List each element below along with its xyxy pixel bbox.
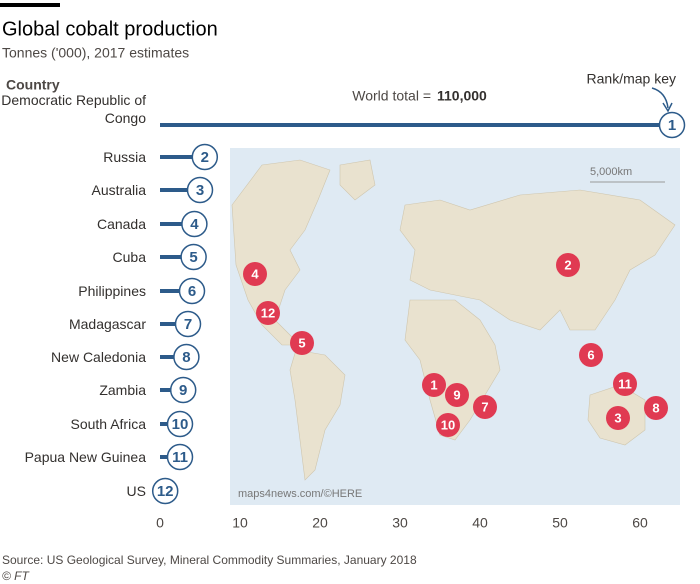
dot <box>173 343 200 371</box>
map-marker <box>436 413 460 437</box>
category-label: Philippines <box>78 283 146 299</box>
chart-title: Global cobalt production <box>2 18 218 40</box>
map-credit: maps4news.com/©HERE <box>238 488 362 500</box>
category-label: Madagascar <box>68 316 146 332</box>
category-label: Democratic Republic of Congo <box>1 92 146 126</box>
rank-label: 1 <box>668 117 676 134</box>
key-arrow <box>651 87 669 109</box>
category-label: US <box>126 483 146 499</box>
x-tick-label: 20 <box>312 515 328 531</box>
map-marker-label: 10 <box>441 417 455 432</box>
dot <box>191 143 219 171</box>
key-arrow-head <box>662 102 673 113</box>
rank-label: 4 <box>190 216 199 233</box>
category-label: Zambia <box>99 382 146 398</box>
category-label: Papua New Guinea <box>24 449 146 465</box>
x-tick-label: 50 <box>552 515 568 531</box>
map-marker <box>256 301 280 325</box>
rank-label: 10 <box>172 416 189 433</box>
map-marker-label: 11 <box>618 376 632 391</box>
dot <box>186 176 214 204</box>
rank-label: 7 <box>184 316 192 333</box>
map-marker <box>290 331 314 355</box>
map-marker <box>422 373 446 397</box>
map-marker-label: 1 <box>430 377 437 392</box>
dot <box>174 310 202 338</box>
annotation-value: 110,000 <box>437 88 487 104</box>
map-marker-label: 6 <box>587 347 594 362</box>
map-marker <box>644 396 668 420</box>
map-marker-label: 7 <box>481 399 488 414</box>
rank-label: 11 <box>172 449 188 466</box>
map-marker-label: 2 <box>564 257 571 272</box>
map-marker-label: 9 <box>453 387 460 402</box>
rank-label: 6 <box>188 283 196 300</box>
category-label: Canada <box>96 216 146 232</box>
category-label: Cuba <box>112 249 146 265</box>
map-land <box>289 349 346 481</box>
dot <box>180 243 207 271</box>
map-land <box>399 189 676 331</box>
map-marker-label: 5 <box>298 335 305 350</box>
dot <box>181 210 208 238</box>
map-marker <box>606 406 630 430</box>
map-marker-label: 4 <box>251 266 259 281</box>
rank-label: 2 <box>201 149 209 166</box>
map-land <box>339 159 376 201</box>
y-axis-label: Country <box>6 77 60 93</box>
category-label: Australia <box>91 182 146 198</box>
rank-label: 5 <box>189 249 197 266</box>
rank-label: 3 <box>196 182 204 199</box>
map-marker-label: 3 <box>614 410 621 425</box>
rank-label: 8 <box>182 349 190 366</box>
dot <box>166 410 194 438</box>
map-marker <box>243 262 267 286</box>
title-bar <box>0 3 60 7</box>
map-marker-label: 8 <box>652 400 659 415</box>
x-tick-label: 60 <box>632 515 648 531</box>
subtitle: Tonnes ('000), 2017 estimates <box>2 45 189 61</box>
map-marker <box>445 383 469 407</box>
annotation: World total = <box>352 88 431 104</box>
x-tick-label: 10 <box>232 515 248 531</box>
key-label: Rank/map key <box>587 71 676 87</box>
map-marker <box>613 372 637 396</box>
category-label: Russia <box>103 149 146 165</box>
map-marker <box>579 343 603 367</box>
map-scale: 5,000km <box>590 166 632 178</box>
dot <box>151 477 179 505</box>
category-label: South Africa <box>70 416 147 432</box>
copyright: © FT <box>2 569 31 583</box>
dot <box>166 443 194 471</box>
source: Source: US Geological Survey, Mineral Co… <box>2 553 417 567</box>
map-marker <box>473 395 497 419</box>
dot <box>178 277 206 305</box>
x-tick-label: 40 <box>472 515 488 531</box>
rank-label: 9 <box>179 382 187 399</box>
rank-label: 12 <box>157 483 174 500</box>
x-tick-label: 0 <box>156 515 164 531</box>
category-label: New Caledonia <box>51 349 146 365</box>
map-marker-label: 12 <box>261 305 275 320</box>
dot <box>658 111 686 139</box>
map-marker <box>556 253 580 277</box>
dot <box>169 376 197 404</box>
x-tick-label: 30 <box>392 515 408 531</box>
